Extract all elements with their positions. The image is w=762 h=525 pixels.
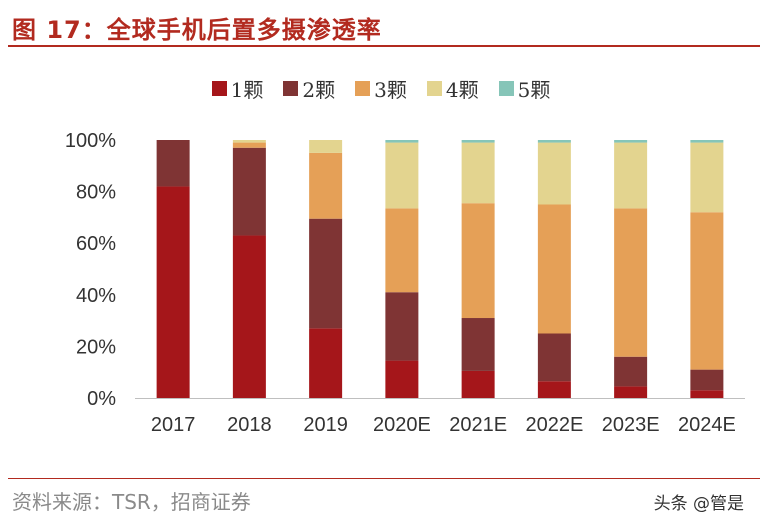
bar-segment [385,142,419,209]
y-tick-label: 0% [87,388,116,410]
bar-segment [156,186,190,398]
bar-segment [461,140,495,143]
x-tick-label: 2017 [151,414,196,436]
bar-segment [309,218,343,329]
bar-segment [461,203,495,319]
bar-segment [309,152,343,219]
legend-swatch [283,81,299,96]
bar-segment [461,318,495,371]
bar-segment [537,204,571,334]
source-note: 资料来源：TSR，招商证券 [12,490,251,514]
y-tick-label: 40% [76,285,116,307]
bar-segment [614,356,648,387]
legend-label: 4颗 [445,78,479,102]
legend-label: 5颗 [517,78,551,102]
x-tick-label: 2023E [602,414,660,436]
bar-segment [385,360,419,398]
legend-item: 4颗 [426,74,479,103]
bar-segment [461,370,495,398]
legend-label: 2颗 [302,78,336,102]
bar-segment [537,140,571,143]
y-tick-label: 100% [65,130,116,152]
bar-segment [614,208,648,357]
bar-segment [690,390,724,398]
legend-swatch [498,81,514,96]
x-tick-label: 2020E [373,414,431,436]
figure-title: 图 17：全球手机后置多摄渗透率 [12,16,382,44]
bar-segment [690,212,724,370]
bar-segment [385,292,419,361]
bar-segment [385,208,419,293]
y-tick-label: 20% [76,336,116,358]
x-tick-label: 2019 [303,414,348,436]
bar-segment [537,381,571,398]
bar-segment [690,369,724,391]
legend-swatch [426,81,442,96]
chart-legend: 1颗 2颗 3颗 4颗 5颗 [0,74,762,103]
bar-segment [232,142,266,148]
legend-item: 3颗 [355,74,407,103]
bar-segment [232,147,266,236]
title-underline [8,45,760,47]
bar-segment [537,333,571,382]
stacked-bar-chart: 0% 20% 40% 60% 80% 100% 2017 2018 2019 2020E 2021E… [65,130,745,436]
legend-item: 5颗 [498,74,551,103]
bar-segment [614,142,648,209]
x-tick-label: 2022E [525,414,583,436]
bar-segment [537,142,571,205]
legend-swatch [211,81,227,96]
bar-segment [309,328,343,398]
bar-segment [690,140,724,143]
bar-segment [309,140,343,153]
y-tick-label: 80% [76,182,116,204]
bar-segment [690,142,724,213]
x-tick-label: 2021E [449,414,507,436]
footer-divider [8,478,760,479]
bar-segment [385,140,419,143]
bar-segment [232,140,266,143]
x-tick-label: 2018 [227,414,272,436]
legend-swatch [355,81,371,96]
bar-segment [614,140,648,143]
legend-item: 1颗 [211,74,264,103]
bar-segment [614,386,648,398]
watermark: 头条 @管是 [653,494,744,514]
y-tick-label: 60% [76,233,116,255]
legend-label: 1颗 [230,78,264,102]
bar-segment [156,140,190,187]
legend-label: 3颗 [374,78,407,102]
bar-segment [232,235,266,398]
legend-item: 2颗 [283,74,335,103]
x-tick-label: 2024E [678,414,736,436]
bar-segment [461,142,495,204]
